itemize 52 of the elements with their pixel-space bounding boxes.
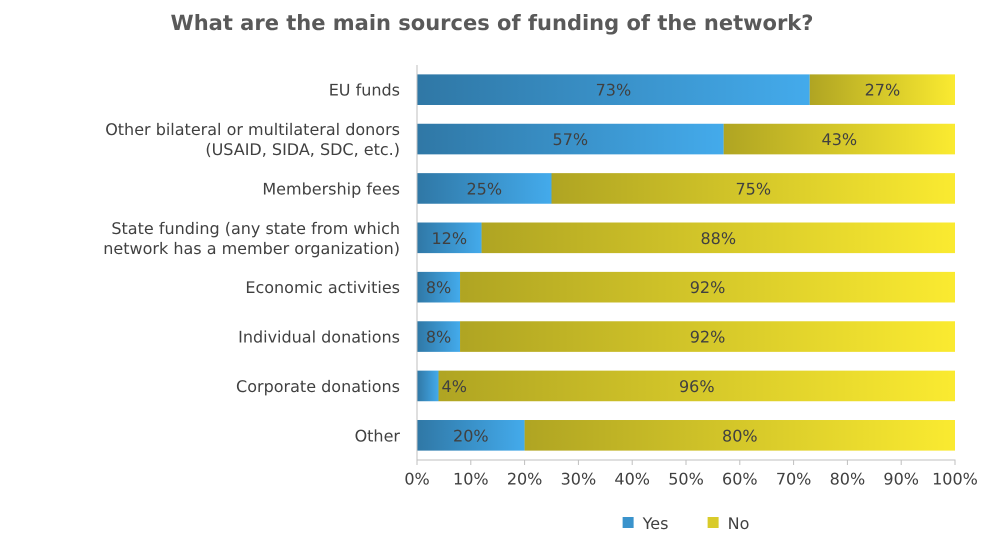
data-label: 8% xyxy=(426,328,452,347)
legend-label: No xyxy=(728,514,750,533)
y-tick-label: EU funds xyxy=(328,80,400,100)
y-tick-label: Membership fees xyxy=(262,179,400,198)
bar xyxy=(417,222,482,254)
x-tick-label: 0% xyxy=(404,469,430,488)
data-label: 88% xyxy=(700,228,736,248)
x-tick-label: 30% xyxy=(560,469,596,488)
data-label: 96% xyxy=(678,376,715,396)
bar xyxy=(417,173,552,204)
data-label: 92% xyxy=(690,278,726,298)
bar xyxy=(417,124,724,154)
bar xyxy=(438,370,955,402)
data-label: 92% xyxy=(690,328,726,347)
data-label: 80% xyxy=(722,426,758,446)
bar xyxy=(524,420,955,451)
y-tick-label: Individual donations xyxy=(238,328,400,347)
data-label: 20% xyxy=(453,426,489,446)
x-tick-label: 90% xyxy=(883,469,919,488)
x-tick-label: 80% xyxy=(830,469,866,488)
bar xyxy=(482,222,955,254)
y-tick-label: State funding (any state from which network has a member organization) xyxy=(103,218,400,258)
bar xyxy=(417,370,439,402)
data-label: 12% xyxy=(432,228,468,248)
data-label: 8% xyxy=(426,278,452,298)
data-label: 75% xyxy=(735,179,772,198)
bar xyxy=(810,74,955,105)
chart-title: What are the main sources of funding of the network? xyxy=(170,11,814,35)
y-tick-label: Economic activities xyxy=(245,278,400,298)
bar xyxy=(460,272,955,302)
data-label: 27% xyxy=(864,80,900,100)
x-tick-label: 10% xyxy=(453,469,489,488)
data-label: 57% xyxy=(552,130,588,150)
legend-label: Yes xyxy=(642,514,668,533)
x-tick-label: 100% xyxy=(932,469,978,488)
bar xyxy=(417,420,525,451)
y-tick-label: Other bilateral or multilateral donors (USAID, SIDA, SDC, etc.) xyxy=(105,120,400,160)
data-label: 25% xyxy=(466,179,502,198)
x-tick-label: 70% xyxy=(776,469,812,488)
bar xyxy=(417,74,810,105)
x-tick-label: 60% xyxy=(722,469,758,488)
bar xyxy=(552,173,955,204)
x-tick-label: 20% xyxy=(506,469,542,488)
x-tick-label: 50% xyxy=(668,469,704,488)
data-label: 43% xyxy=(822,130,858,150)
bar xyxy=(460,321,955,352)
y-tick-label: Other xyxy=(354,426,400,446)
x-tick-label: 40% xyxy=(614,469,650,488)
bar xyxy=(724,124,955,154)
y-tick-label: Corporate donations xyxy=(236,376,400,396)
data-label: 73% xyxy=(596,80,632,100)
data-label: 4% xyxy=(442,376,467,396)
